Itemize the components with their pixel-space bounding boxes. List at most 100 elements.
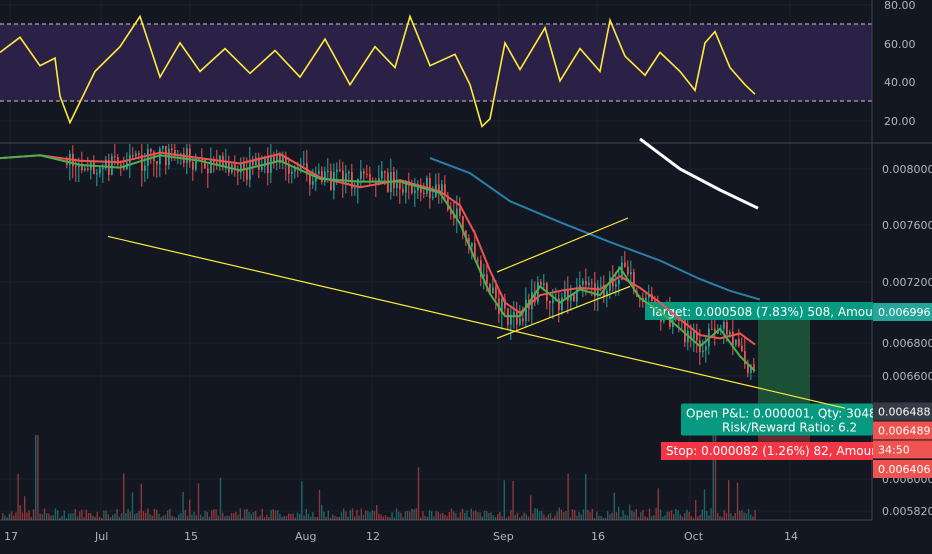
volume-bar xyxy=(138,510,140,520)
volume-bar xyxy=(294,517,296,520)
indicator-lines xyxy=(0,13,846,409)
volume-bar xyxy=(230,513,233,520)
candle-body xyxy=(630,271,632,275)
volume-bar xyxy=(593,517,596,520)
volume-bar xyxy=(558,507,560,520)
volume-bar xyxy=(142,511,145,520)
candle-body xyxy=(690,330,692,340)
volume-bar xyxy=(305,508,307,520)
candle-body xyxy=(423,192,425,194)
volume-bar xyxy=(26,512,28,520)
candle-body xyxy=(396,183,398,189)
volume-bar xyxy=(120,513,123,520)
trendline xyxy=(107,235,846,409)
volume-bar xyxy=(723,510,725,520)
volume-bar xyxy=(219,477,222,520)
candle-body xyxy=(693,331,695,340)
volume-bar xyxy=(589,512,591,520)
long-position-tool[interactable]: Target: 0.000508 (7.83%) 508, Amount Open… xyxy=(645,302,885,460)
volume-bar xyxy=(98,516,101,520)
candle-body xyxy=(369,173,371,181)
candle-body xyxy=(444,184,446,196)
volume-bar xyxy=(222,512,224,520)
volume-bar xyxy=(648,508,651,520)
candle-body xyxy=(327,171,329,173)
volume-bar xyxy=(503,480,505,520)
volume-bar xyxy=(281,516,283,520)
volume-bar xyxy=(457,517,459,520)
volume-bar xyxy=(477,512,479,520)
candle-body xyxy=(513,311,515,315)
volume-bar xyxy=(488,512,490,520)
candle-body xyxy=(402,188,404,193)
volume-bar xyxy=(61,515,63,520)
volume-bar xyxy=(107,514,109,520)
price-tag-box xyxy=(873,421,932,440)
volume-bar xyxy=(613,492,615,520)
volume-bar xyxy=(19,505,21,520)
time-tick-label: Oct xyxy=(684,530,704,543)
volume-bar xyxy=(329,517,332,520)
volume-bar xyxy=(479,512,481,520)
volume-bar xyxy=(39,513,41,520)
volume-bar xyxy=(633,512,635,520)
candle-body xyxy=(279,153,281,163)
volume-bar xyxy=(81,509,83,520)
volume-bar xyxy=(28,510,30,520)
volume-bar xyxy=(574,510,576,520)
candle-body xyxy=(420,187,422,193)
volume-bar xyxy=(272,509,274,520)
volume-bar xyxy=(492,515,494,520)
candle-body xyxy=(189,148,191,163)
candle-body xyxy=(549,300,551,304)
volume-bar xyxy=(626,515,629,520)
volume-bar xyxy=(349,510,351,520)
volume-bar xyxy=(514,514,516,520)
moving-average-line xyxy=(0,154,756,372)
volume-bar xyxy=(576,515,578,520)
volume-bar xyxy=(43,508,46,520)
volume-bar xyxy=(508,516,510,520)
volume-bar xyxy=(301,481,303,520)
volume-bar xyxy=(173,516,175,520)
volume-bar xyxy=(382,516,384,520)
candle-body xyxy=(138,153,140,156)
volume-bar xyxy=(565,511,567,520)
volume-bar xyxy=(497,513,499,520)
volume-bar xyxy=(202,516,204,520)
volume-bar xyxy=(587,509,589,520)
volume-bar xyxy=(345,511,347,520)
volume-bar xyxy=(340,512,343,520)
candle-body xyxy=(252,160,254,166)
volume-bar xyxy=(618,506,620,520)
volume-bar xyxy=(52,515,54,520)
price-tick-label: 0.006600 xyxy=(882,370,932,383)
volume-bar xyxy=(103,510,105,520)
volume-bar xyxy=(444,515,446,520)
volume-bar xyxy=(72,513,74,520)
volume-bar xyxy=(237,514,239,520)
volume-bar xyxy=(745,513,747,520)
volume-bar xyxy=(85,509,87,520)
price-tick-label: 0.006800 xyxy=(882,337,932,350)
price-tag-box xyxy=(873,440,932,459)
candle-body xyxy=(753,364,755,371)
volume-bar xyxy=(442,512,444,520)
candle-body xyxy=(684,320,686,343)
volume-bar xyxy=(604,517,607,520)
volume-bar xyxy=(470,508,472,520)
volume-bar xyxy=(637,517,640,520)
volume-bar xyxy=(439,513,442,520)
candle-body xyxy=(201,159,203,161)
volume-bar xyxy=(279,513,281,520)
volume-bar xyxy=(446,516,448,520)
candle-body xyxy=(627,266,629,275)
volume-bar xyxy=(178,514,180,520)
pnl-label: Open P&L: 0.000001, Qty: 30487 xyxy=(686,406,884,420)
candle-body xyxy=(633,271,635,292)
volume-bar xyxy=(182,491,184,520)
candle-body xyxy=(366,173,368,175)
volume-bar xyxy=(263,517,266,520)
